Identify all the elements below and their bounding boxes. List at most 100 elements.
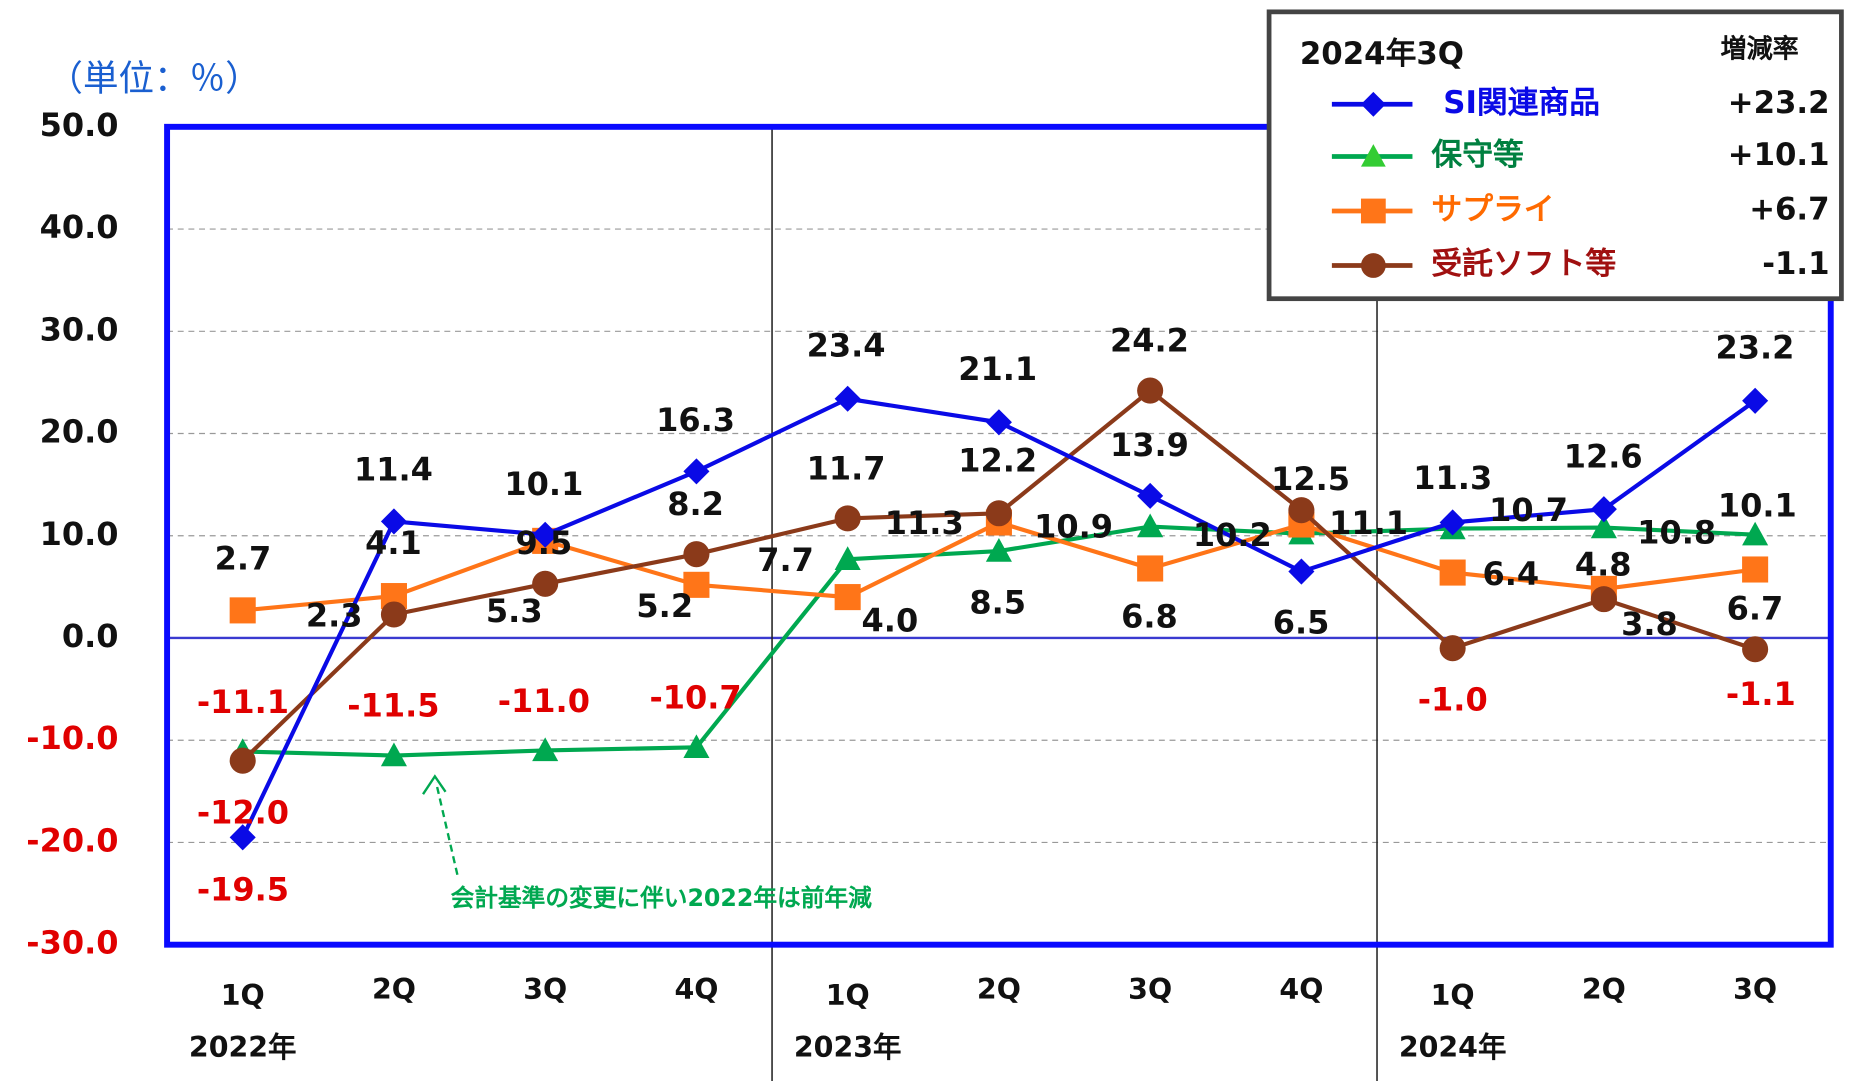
marker	[1590, 586, 1617, 613]
legend-label: 受託ソフト等	[1431, 246, 1616, 282]
marker	[1439, 635, 1466, 662]
data-label: 2.3	[306, 597, 363, 635]
y-tick-label: -20.0	[26, 821, 118, 859]
data-label: 4.0	[862, 601, 919, 639]
marker	[1360, 144, 1386, 167]
data-label: 11.4	[354, 451, 433, 489]
marker	[1137, 513, 1164, 538]
marker	[1360, 253, 1386, 278]
legend-value: +6.7	[1749, 191, 1829, 227]
data-label: 6.5	[1273, 604, 1330, 642]
data-label: 5.3	[486, 592, 543, 630]
marker	[834, 546, 861, 570]
group-label: 2022年	[189, 1031, 297, 1064]
marker	[1742, 556, 1769, 583]
data-label: 10.2	[1193, 516, 1272, 554]
x-tick-label: 1Q	[1431, 979, 1475, 1012]
data-label: 12.5	[1271, 460, 1350, 498]
data-label: -11.5	[347, 687, 439, 725]
data-label: 7.7	[757, 541, 814, 579]
marker	[1439, 509, 1466, 536]
marker	[1137, 482, 1164, 509]
x-tick-label: 3Q	[1733, 973, 1777, 1006]
marker	[1742, 387, 1769, 414]
marker	[985, 500, 1012, 527]
marker	[683, 571, 710, 598]
x-tick-label: 1Q	[221, 979, 265, 1012]
y-tick-label: 0.0	[62, 617, 119, 655]
data-label: -1.0	[1418, 681, 1488, 719]
data-label: 24.2	[1110, 322, 1189, 360]
data-label: 3.8	[1621, 605, 1678, 643]
data-label: 16.3	[656, 401, 735, 439]
x-tick-label: 2Q	[1582, 973, 1626, 1006]
y-tick-label: -10.0	[26, 719, 118, 757]
data-label: 2.7	[215, 540, 272, 578]
x-tick-label: 1Q	[826, 979, 870, 1012]
y-tick-label: 10.0	[40, 515, 119, 553]
marker	[834, 505, 861, 532]
data-label: 12.6	[1564, 438, 1643, 476]
marker	[1742, 521, 1769, 546]
marker	[1288, 558, 1315, 585]
marker	[532, 521, 559, 548]
data-label: -10.7	[649, 678, 741, 716]
group-label: 2023年	[794, 1031, 902, 1064]
y-tick-label: 50.0	[40, 106, 119, 144]
data-label: -12.0	[197, 793, 289, 831]
legend-value-header: 増減率	[1721, 33, 1799, 64]
data-label: 11.3	[1413, 459, 1492, 497]
data-label: 10.8	[1637, 514, 1716, 552]
plot-border	[164, 123, 1834, 948]
y-tick-label: 30.0	[40, 310, 119, 348]
data-label: 6.7	[1727, 589, 1784, 627]
marker	[1742, 636, 1769, 663]
data-label: -19.5	[197, 870, 289, 908]
data-label: 5.2	[636, 587, 693, 625]
marker	[683, 734, 710, 759]
data-label: 4.8	[1575, 546, 1632, 584]
marker	[229, 597, 256, 624]
marker	[532, 737, 559, 762]
data-label: 23.4	[807, 326, 886, 364]
marker	[985, 538, 1012, 562]
data-label: 10.1	[1718, 486, 1797, 524]
annotation-arrowhead	[422, 774, 447, 795]
marker	[380, 742, 407, 767]
data-label: 9.5	[516, 524, 573, 562]
legend-label: SI関連商品	[1443, 85, 1600, 121]
marker	[532, 570, 559, 597]
marker	[683, 458, 710, 485]
marker	[1439, 559, 1466, 586]
data-label: 11.3	[885, 504, 964, 542]
marker	[1137, 555, 1164, 582]
data-label: -11.0	[498, 682, 590, 720]
data-label: 13.9	[1110, 426, 1189, 464]
y-tick-label: -30.0	[26, 924, 118, 962]
x-tick-label: 3Q	[1128, 973, 1172, 1006]
marker	[1360, 198, 1386, 224]
legend: 2024年3Q 増減率 SI関連商品 +23.2 保守等 +10.1 サプライ +6.7 受託ソ…	[1266, 9, 1844, 302]
marker	[380, 601, 407, 628]
x-tick-label: 4Q	[1279, 973, 1323, 1006]
legend-label: サプライ	[1431, 191, 1554, 227]
x-tick-label: 2Q	[977, 973, 1021, 1006]
data-label: 11.7	[807, 450, 886, 488]
data-label: 10.1	[504, 465, 583, 503]
x-tick-label: 4Q	[674, 973, 718, 1006]
x-tick-label: 2Q	[372, 973, 416, 1006]
group-label: 2024年	[1399, 1031, 1507, 1064]
legend-label: 保守等	[1431, 137, 1523, 173]
marker	[229, 747, 256, 774]
data-label: 10.9	[1034, 508, 1113, 546]
legend-title: 2024年3Q	[1300, 36, 1464, 72]
marker	[1590, 496, 1617, 523]
y-tick-label: 20.0	[40, 413, 119, 451]
marker	[1137, 377, 1164, 404]
y-tick-label: 40.0	[40, 208, 119, 246]
data-label: 4.1	[365, 524, 422, 562]
marker	[1360, 91, 1386, 117]
data-label: 8.2	[667, 485, 724, 523]
data-label: 10.7	[1489, 491, 1568, 529]
